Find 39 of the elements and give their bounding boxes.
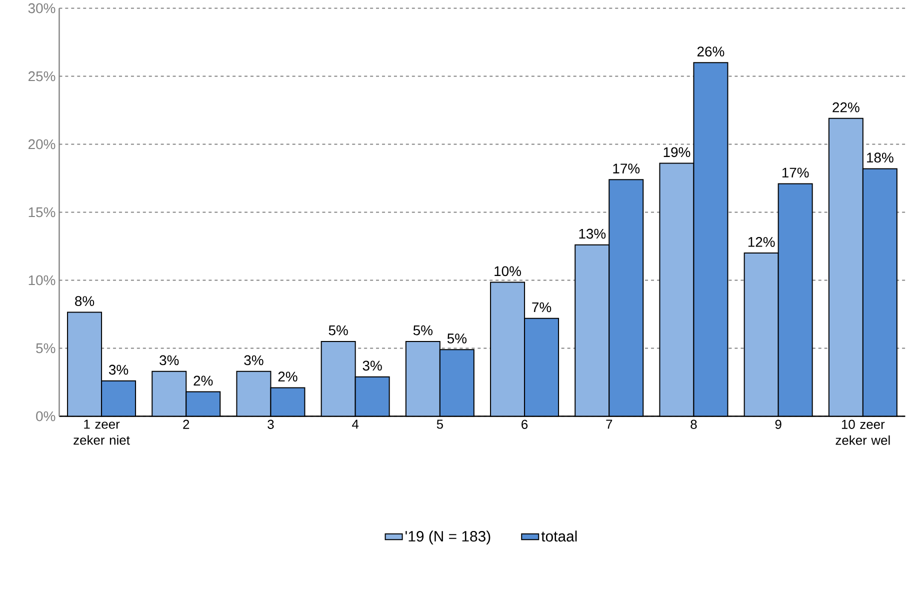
data-label: 12% <box>748 236 775 247</box>
x-tick-label: 2 <box>183 420 190 429</box>
data-label: 5% <box>328 325 348 336</box>
y-tick-label: 30% <box>28 3 56 13</box>
x-tick-label: 9 <box>775 420 782 429</box>
data-label: 5% <box>447 333 467 344</box>
legend-label: totaal <box>541 530 577 542</box>
y-tick-label: 25% <box>28 71 56 81</box>
data-label: 8% <box>75 296 94 306</box>
x-tick-label: 5 <box>436 420 443 429</box>
x-tick-label: 1 zeer zeker niet <box>74 420 130 445</box>
data-label: 22% <box>832 102 860 112</box>
data-label: 3% <box>160 355 179 365</box>
data-label: 3% <box>108 364 128 374</box>
data-label: 13% <box>579 228 606 238</box>
data-label: 10% <box>494 266 521 276</box>
data-label: 2% <box>194 376 213 386</box>
legend-label: '19 (N = 183) <box>406 530 490 544</box>
data-label: 3% <box>362 360 382 370</box>
y-tick-label: 10% <box>28 275 56 285</box>
data-label: 7% <box>532 302 552 312</box>
data-label: 3% <box>244 355 264 365</box>
data-label: 17% <box>782 168 809 178</box>
data-label: 19% <box>664 146 690 157</box>
y-tick-label: 0% <box>36 411 56 421</box>
x-tick-label: 4 <box>352 420 359 428</box>
x-tick-label: 3 <box>268 420 274 429</box>
y-tick-label: 15% <box>28 207 56 217</box>
y-tick-label: 20% <box>28 139 56 149</box>
data-label: 5% <box>413 325 433 336</box>
data-label: 18% <box>867 152 894 162</box>
x-tick-label: 6 <box>522 420 528 429</box>
x-tick-label: 7 <box>606 420 612 428</box>
x-tick-label: 8 <box>690 420 697 429</box>
y-tick-label: 5% <box>36 343 56 353</box>
x-tick-label: 10 zeer zeker wel <box>836 420 890 445</box>
data-label: 2% <box>278 371 298 382</box>
data-label: 17% <box>613 163 640 174</box>
data-label: 26% <box>697 46 724 56</box>
